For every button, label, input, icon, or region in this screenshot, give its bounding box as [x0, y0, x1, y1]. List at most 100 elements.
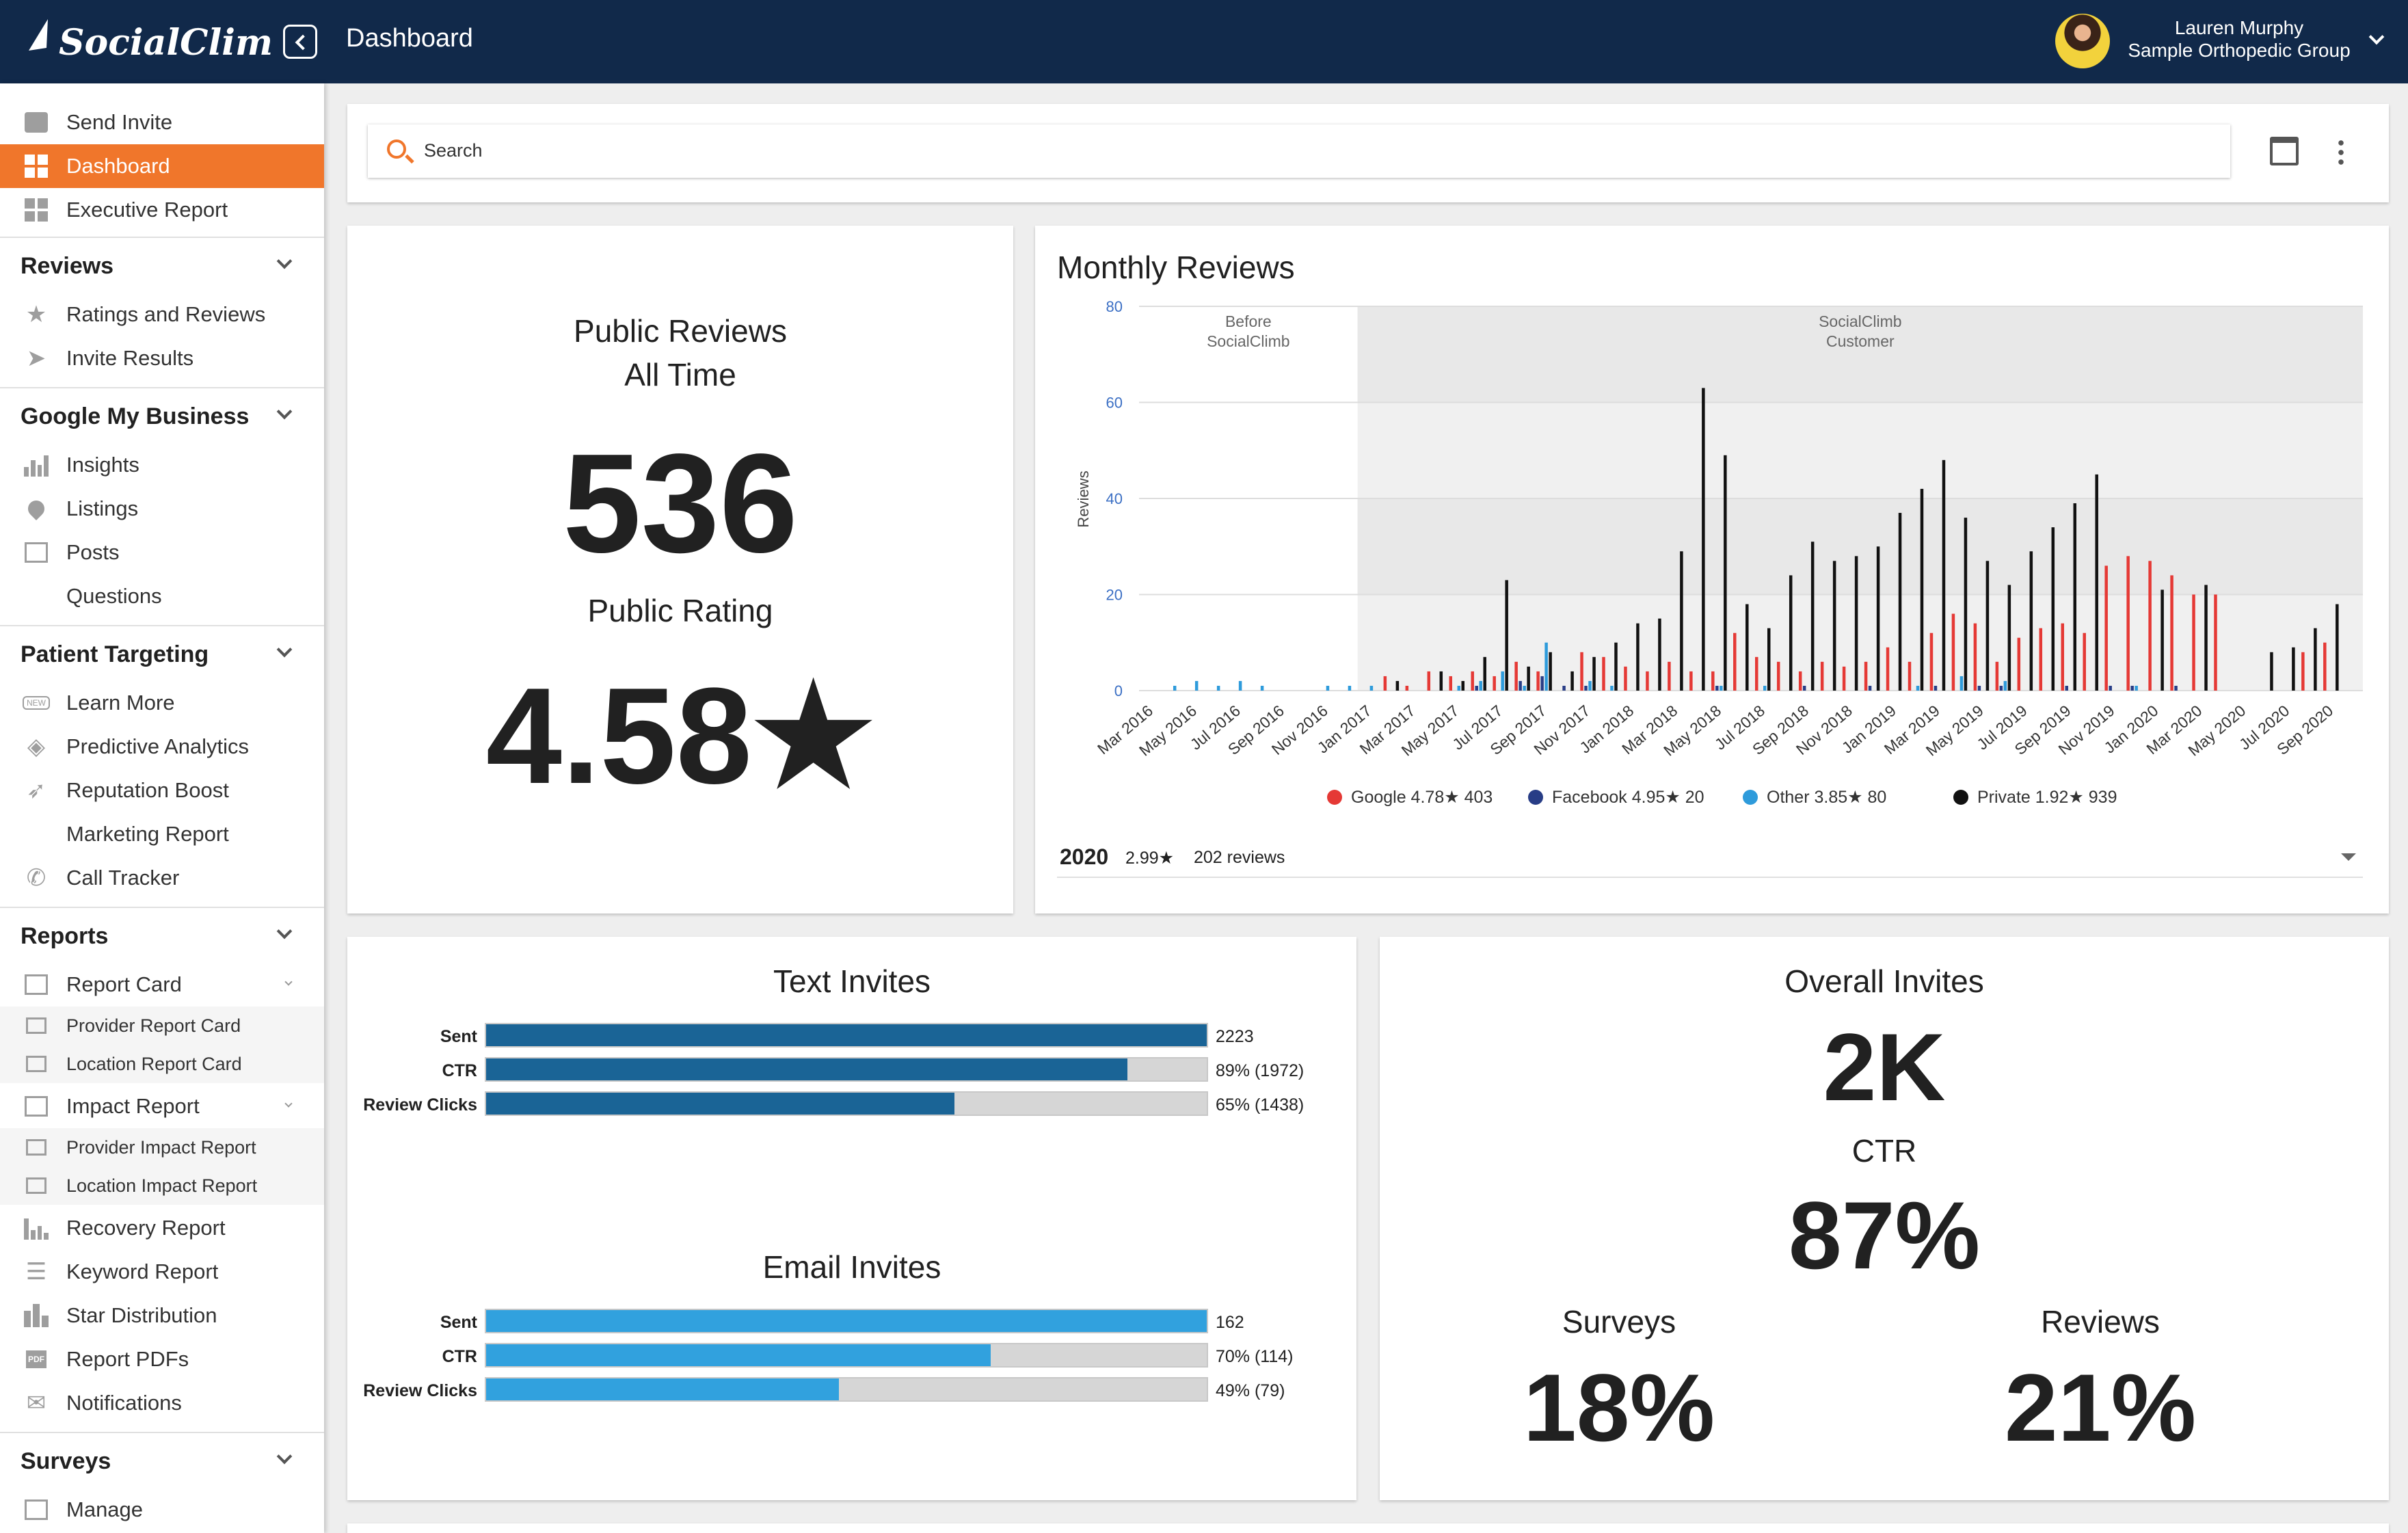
bar-other [1326, 685, 1330, 691]
invite-bar-track [485, 1057, 1208, 1082]
bar-other [1588, 680, 1592, 691]
grid-band [1357, 498, 2363, 595]
chevron-down-icon[interactable] [2368, 29, 2385, 45]
sidebar-item-questions[interactable]: ? Questions [0, 574, 324, 618]
footer-year[interactable]: 2020 [1060, 844, 1109, 869]
star-icon: ★ [25, 302, 47, 328]
sidebar-item-dashboard[interactable]: Dashboard [0, 144, 324, 188]
bar-private [1680, 551, 1683, 691]
invite-bar-fill [486, 1344, 991, 1366]
sidebar-item-report-pdfs[interactable]: PDF Report PDFs [0, 1337, 324, 1381]
bar-google [2301, 652, 2305, 691]
sidebar-item-listings[interactable]: Listings [0, 487, 324, 531]
invite-bar-fill [486, 1024, 1207, 1046]
divider [1057, 877, 2363, 878]
divider [0, 625, 324, 626]
search-input[interactable] [424, 137, 2202, 164]
section-patient-targeting[interactable]: Patient Targeting [0, 630, 324, 678]
bar-private [1810, 542, 1815, 691]
sidebar-item-location-impact-report[interactable]: Location Impact Report [0, 1167, 324, 1205]
sidebar-item-marketing-report[interactable]: $ Marketing Report [0, 812, 324, 856]
bar-private [1527, 666, 1530, 691]
more-vert-icon[interactable] [2338, 138, 2344, 165]
section-reports[interactable]: Reports [0, 912, 324, 960]
sidebar-item-ratings-and-reviews[interactable]: ★ Ratings and Reviews [0, 293, 324, 336]
sidebar-item-report-card[interactable]: Report Card [0, 963, 324, 1007]
search-card [347, 104, 2389, 202]
dashboard-icon [22, 152, 51, 181]
bar-facebook [2065, 685, 2068, 691]
region-label: SocialClimb [1819, 312, 1901, 330]
sidebar-item-location-report-card[interactable]: Location Report Card [0, 1045, 324, 1083]
sidebar-item-provider-impact-report[interactable]: Provider Impact Report [0, 1128, 324, 1167]
sidebar-item-learn-more[interactable]: NEW Learn More [0, 681, 324, 725]
bar-other [1369, 685, 1374, 691]
sidebar-item-reputation-boost[interactable]: ➶ Reputation Boost [0, 769, 324, 812]
provider-impact-icon [22, 1133, 51, 1162]
sidebar: Send Invite Dashboard Executive Report R… [0, 83, 324, 1533]
divider [0, 907, 324, 908]
invite-bar-track [485, 1377, 1208, 1402]
bar-other [1457, 685, 1460, 691]
section-google-my-business[interactable]: Google My Business [0, 392, 324, 440]
bar-other [1173, 685, 1177, 691]
calendar-icon[interactable] [2270, 137, 2299, 165]
section-reviews[interactable]: Reviews [0, 242, 324, 290]
sidebar-item-invite-results[interactable]: ➤ Invite Results [0, 336, 324, 380]
rocket-icon: ➶ [26, 777, 46, 803]
invite-bar-fill [486, 1058, 1128, 1080]
sidebar-item-call-tracker[interactable]: ✆ Call Tracker [0, 856, 324, 900]
new-badge-icon: NEW [22, 689, 51, 717]
invite-bar-track [485, 1343, 1208, 1368]
avatar[interactable] [2055, 14, 2110, 68]
search-box[interactable] [368, 124, 2230, 178]
invite-bar-row: Sent 162 [347, 1309, 1356, 1336]
bar-private [2314, 628, 2317, 691]
bar-private [1964, 518, 1968, 691]
section-surveys[interactable]: Surveys [0, 1437, 324, 1485]
bar-google [1995, 661, 1999, 691]
provider-card-icon [22, 1011, 51, 1040]
sidebar-item-predictive-analytics[interactable]: ◈ Predictive Analytics [0, 725, 324, 769]
sidebar-item-recovery-report[interactable]: Recovery Report [0, 1206, 324, 1250]
email-invites-title: Email Invites [762, 1249, 941, 1285]
sidebar-item-manage[interactable]: Manage [0, 1488, 324, 1532]
bar-google [2017, 637, 2021, 691]
sidebar-item-star-distribution[interactable]: Star Distribution [0, 1294, 324, 1337]
bar-google [1733, 632, 1737, 691]
user-menu[interactable]: Lauren Murphy Sample Orthopedic Group [2126, 16, 2352, 62]
sidebar-item-notifications[interactable]: ✉ Notifications [0, 1381, 324, 1425]
sidebar-item-executive-report[interactable]: Executive Report [0, 188, 324, 232]
bar-google [2083, 632, 2086, 691]
next-card [347, 1523, 2389, 1533]
dropdown-arrow-icon[interactable] [2341, 853, 2356, 861]
bar-private [2007, 585, 2011, 691]
invite-bar-row: Review Clicks 65% (1438) [347, 1091, 1356, 1119]
legend-label-other: Other 3.85★ 80 [1767, 788, 1886, 807]
bar-google [2148, 561, 2152, 691]
bar-facebook [1977, 685, 1981, 691]
sidebar-item-provider-report-card[interactable]: Provider Report Card [0, 1007, 324, 1045]
bar-google [2039, 628, 2043, 691]
bar-google [1908, 661, 1912, 691]
sidebar-item-posts[interactable]: Posts [0, 531, 324, 574]
sidebar-item-send-invite[interactable]: Send Invite [0, 101, 324, 144]
sidebar-item-impact-report[interactable]: Impact Report [0, 1084, 324, 1128]
collapse-sidebar-button[interactable] [283, 25, 317, 59]
surveys-label: Surveys [1562, 1304, 1676, 1339]
bar-private [2051, 527, 2055, 691]
bar-google [1820, 661, 1824, 691]
user-name: Lauren Murphy [2174, 17, 2304, 38]
bar-private [1483, 656, 1486, 691]
sidebar-item-keyword-report[interactable]: ☰ Keyword Report [0, 1250, 324, 1294]
bar-private [1832, 561, 1836, 691]
legend-label-google: Google 4.78★ 403 [1351, 788, 1493, 807]
sidebar-item-insights[interactable]: Insights [0, 443, 324, 487]
bar-google [1514, 661, 1518, 691]
invite-bar-row: Review Clicks 49% (79) [347, 1377, 1356, 1404]
bar-google [2126, 556, 2130, 691]
socialclimb-logo[interactable]: SocialClimb [25, 10, 297, 72]
bar-facebook [1999, 685, 2003, 691]
star-distribution-icon [22, 1301, 51, 1330]
invite-bar-value: 70% (114) [1216, 1347, 1294, 1366]
